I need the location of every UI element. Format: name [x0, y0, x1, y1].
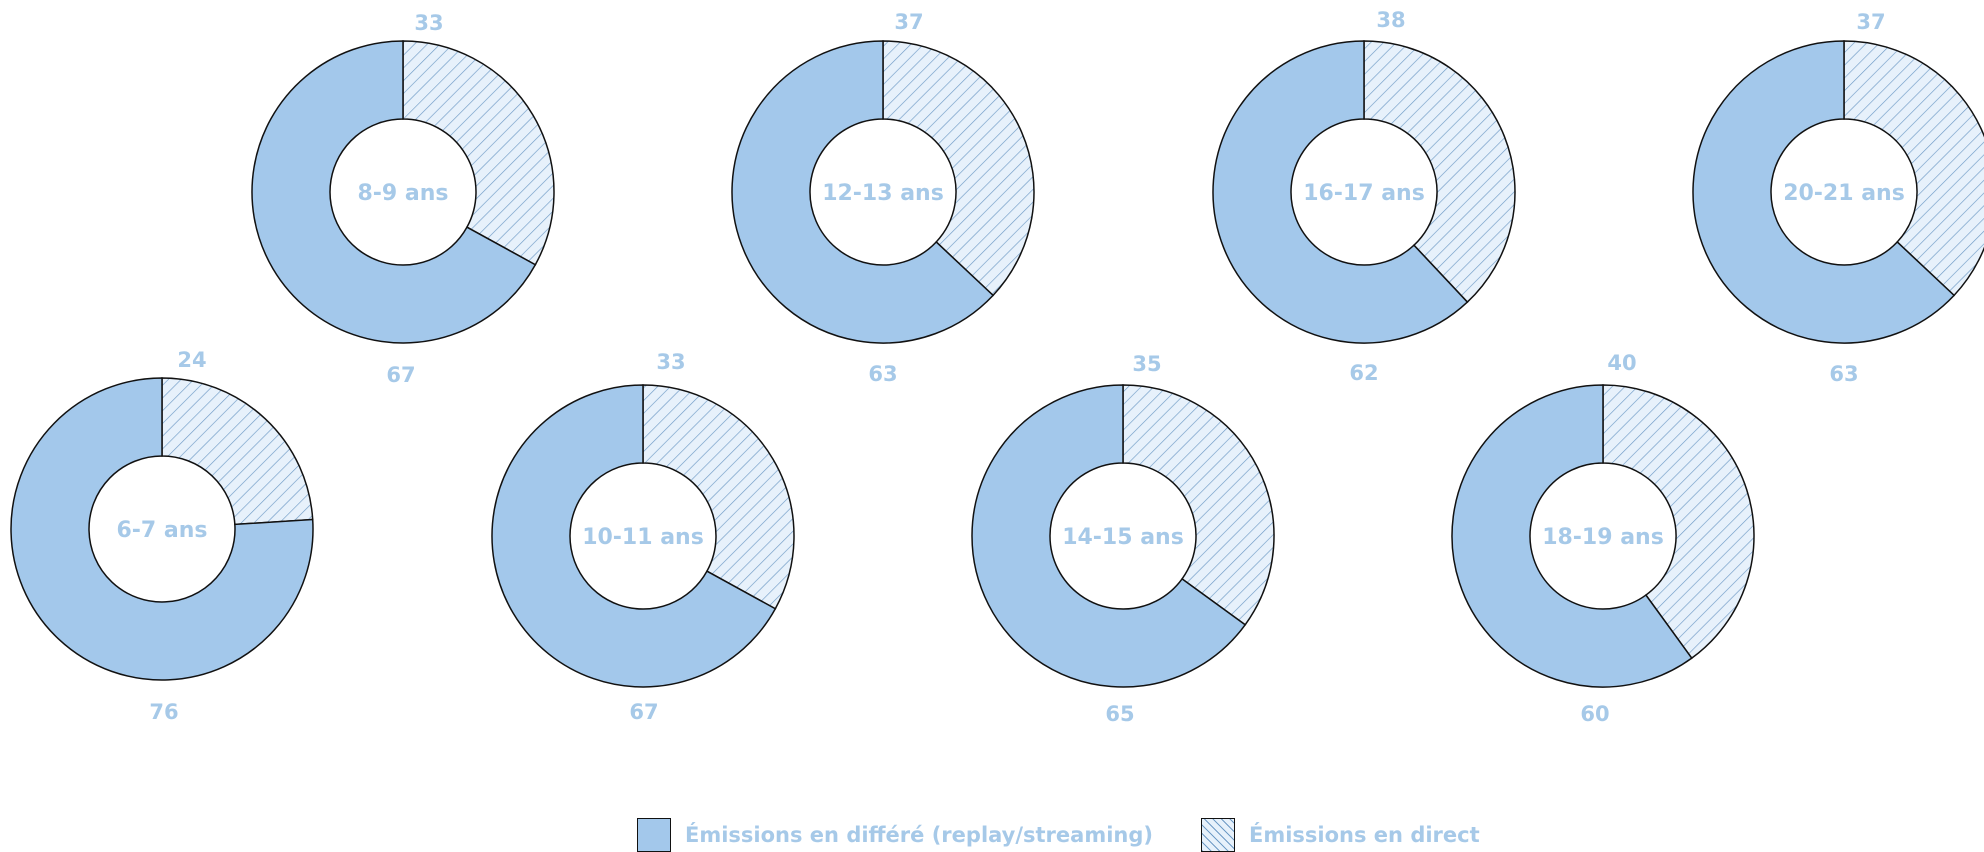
legend: Émissions en différé (replay/streaming) …	[637, 818, 1480, 852]
legend-swatch-differe	[637, 818, 671, 852]
value-label-direct: 33	[414, 11, 443, 35]
slice-direct	[882, 40, 1035, 297]
slice-direct	[161, 377, 314, 526]
value-label-direct: 24	[177, 348, 206, 372]
legend-label-direct: Émissions en direct	[1249, 823, 1480, 847]
slice-differe	[1451, 384, 1693, 688]
donut-20-21-ans: 20-21 ans 37 63	[1692, 10, 1984, 386]
value-label-direct: 38	[1376, 8, 1405, 32]
slice-direct	[1843, 40, 1984, 297]
slice-direct	[1602, 384, 1755, 660]
donut-12-13-ans: 12-13 ans 37 63	[731, 10, 1035, 386]
value-label-differe: 62	[1349, 361, 1378, 385]
center-label: 20-21 ans	[1783, 181, 1905, 206]
slice-differe	[491, 384, 777, 688]
center-label: 16-17 ans	[1303, 181, 1425, 206]
value-label-differe: 63	[1829, 362, 1858, 386]
slice-differe	[971, 384, 1247, 688]
slice-direct	[1122, 384, 1275, 626]
donut-8-9-ans: 8-9 ans 33 67	[251, 11, 555, 387]
center-label: 8-9 ans	[357, 181, 448, 206]
legend-item-direct: Émissions en direct	[1201, 818, 1480, 852]
center-label: 18-19 ans	[1542, 525, 1664, 550]
value-label-direct: 40	[1607, 351, 1636, 375]
donut-18-19-ans: 18-19 ans 40 60	[1451, 351, 1755, 726]
slice-direct	[642, 384, 795, 610]
slice-differe	[731, 40, 995, 344]
value-label-differe: 76	[149, 700, 178, 724]
value-label-differe: 67	[629, 700, 658, 724]
value-label-differe: 65	[1105, 702, 1134, 726]
slice-differe	[251, 40, 537, 344]
donut-10-11-ans: 10-11 ans 33 67	[491, 350, 795, 724]
legend-label-differe: Émissions en différé (replay/streaming)	[685, 823, 1153, 847]
slice-differe	[1212, 40, 1469, 344]
value-label-direct: 35	[1132, 352, 1161, 376]
value-label-direct: 37	[894, 10, 923, 34]
value-label-differe: 60	[1580, 702, 1609, 726]
donut-16-17-ans: 16-17 ans 38 62	[1212, 8, 1516, 385]
center-label: 14-15 ans	[1062, 525, 1184, 550]
legend-swatch-direct	[1201, 818, 1235, 852]
slice-direct	[402, 40, 555, 266]
legend-item-differe: Émissions en différé (replay/streaming)	[637, 818, 1153, 852]
slice-differe	[10, 377, 314, 681]
slice-differe	[1692, 40, 1956, 344]
value-label-direct: 33	[656, 350, 685, 374]
center-label: 12-13 ans	[822, 181, 944, 206]
value-label-differe: 67	[386, 363, 415, 387]
donut-14-15-ans: 14-15 ans 35 65	[971, 352, 1275, 726]
center-label: 6-7 ans	[116, 518, 207, 543]
center-label: 10-11 ans	[582, 525, 704, 550]
donut-6-7-ans: 6-7 ans 24 76	[10, 348, 314, 724]
slice-direct	[1363, 40, 1516, 304]
value-label-direct: 37	[1856, 10, 1885, 34]
value-label-differe: 63	[868, 362, 897, 386]
